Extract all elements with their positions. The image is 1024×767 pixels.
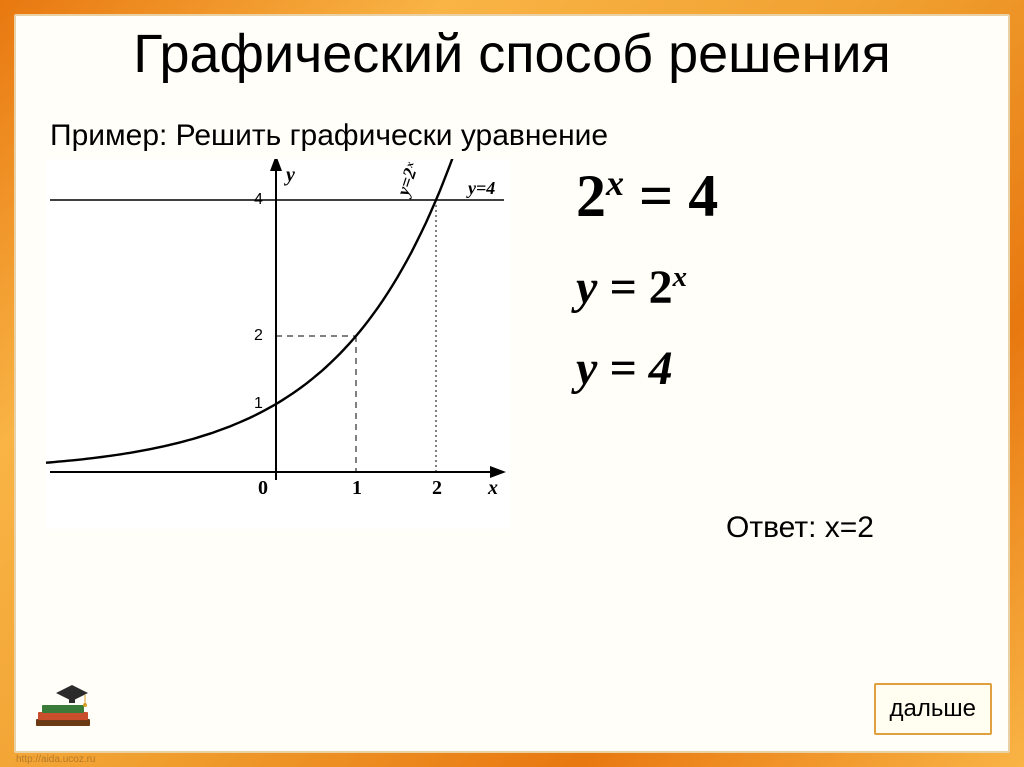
y-tick-2-label: 2 [254,327,263,345]
eq-y1-base: 2 [649,261,673,314]
y-tick-4-label: 4 [254,191,263,209]
books-icon [32,679,102,735]
slide-frame: Графический способ решения Пример: Решит… [0,0,1024,767]
page-title: Графический способ решения [46,26,978,83]
exponential-graph: y=4 y=2ˣ 1 2 0 y x [46,159,510,529]
slide-panel: Графический способ решения Пример: Решит… [14,14,1010,753]
equations-block: 2x = 4 y = 2x y = 4 [576,165,718,396]
equation-y1: y = 2x [576,260,718,315]
svg-text:x: x [487,477,498,499]
svg-text:y=2ˣ: y=2ˣ [392,159,422,200]
eq-main-base: 2 [576,163,606,229]
graph-container: y=4 y=2ˣ 1 2 0 y x 1 2 4 [46,159,510,529]
svg-text:0: 0 [258,477,268,499]
eq-main-rhs: = 4 [624,163,718,229]
eq-y1-exp: x [673,261,687,293]
svg-text:2: 2 [432,477,442,499]
svg-text:y: y [284,164,295,186]
next-button[interactable]: дальше [874,683,992,735]
svg-text:y=4: y=4 [466,178,495,198]
svg-text:1: 1 [352,477,362,499]
y-tick-1-label: 1 [254,395,263,413]
eq-y2-text: y = 4 [576,342,673,395]
example-subtitle: Пример: Решить графически уравнение [50,119,978,153]
equation-y2: y = 4 [576,341,718,396]
eq-main-exp: x [606,163,624,203]
answer-text: Ответ: х=2 [726,511,874,545]
equation-main: 2x = 4 [576,165,718,226]
watermark-url: http://aida.ucoz.ru [16,754,96,765]
eq-y1-prefix: y = [576,261,649,314]
